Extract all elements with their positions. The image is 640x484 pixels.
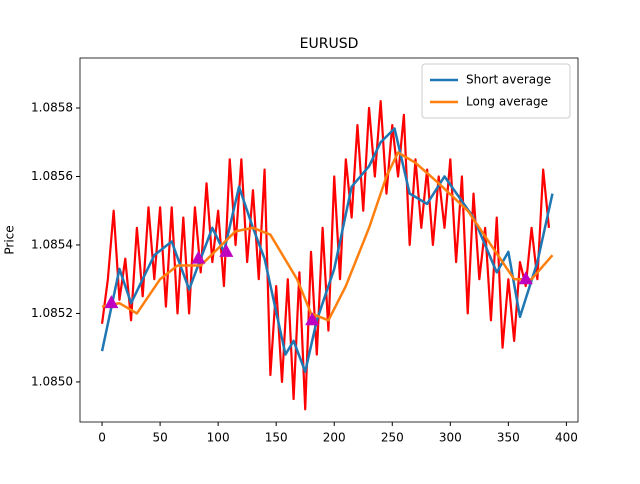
x-tick-label: 400 — [555, 431, 578, 445]
y-axis-label: Price — [3, 225, 17, 254]
signal-marker — [305, 312, 320, 326]
y-tick-label: 1.0858 — [31, 100, 73, 114]
x-tick-label: 250 — [381, 431, 404, 445]
x-tick-label: 50 — [152, 431, 167, 445]
series-line — [101, 151, 554, 322]
x-tick-label: 200 — [323, 431, 346, 445]
signal-marker — [518, 271, 533, 285]
y-tick-label: 1.0852 — [31, 306, 73, 320]
legend-box — [421, 63, 571, 119]
x-tick-label: 350 — [497, 431, 520, 445]
x-tick-label: 100 — [207, 431, 230, 445]
series-line — [100, 100, 551, 411]
legend-label: Short average — [466, 73, 551, 87]
signal-marker — [104, 295, 119, 309]
plot-frame — [79, 57, 579, 423]
y-tick-label: 1.0854 — [31, 237, 73, 251]
plot — [100, 100, 554, 411]
x-tick-label: 0 — [98, 431, 106, 445]
y-tick-label: 1.0856 — [31, 169, 73, 183]
signal-marker — [191, 250, 206, 264]
legend-label: Long average — [466, 95, 548, 109]
x-tick-label: 150 — [265, 431, 288, 445]
x-tick-label: 300 — [439, 431, 462, 445]
y-tick-label: 1.0850 — [31, 374, 73, 388]
chart-title: EURUSD — [300, 36, 359, 52]
signal-marker — [219, 243, 234, 257]
series-line — [100, 127, 554, 373]
